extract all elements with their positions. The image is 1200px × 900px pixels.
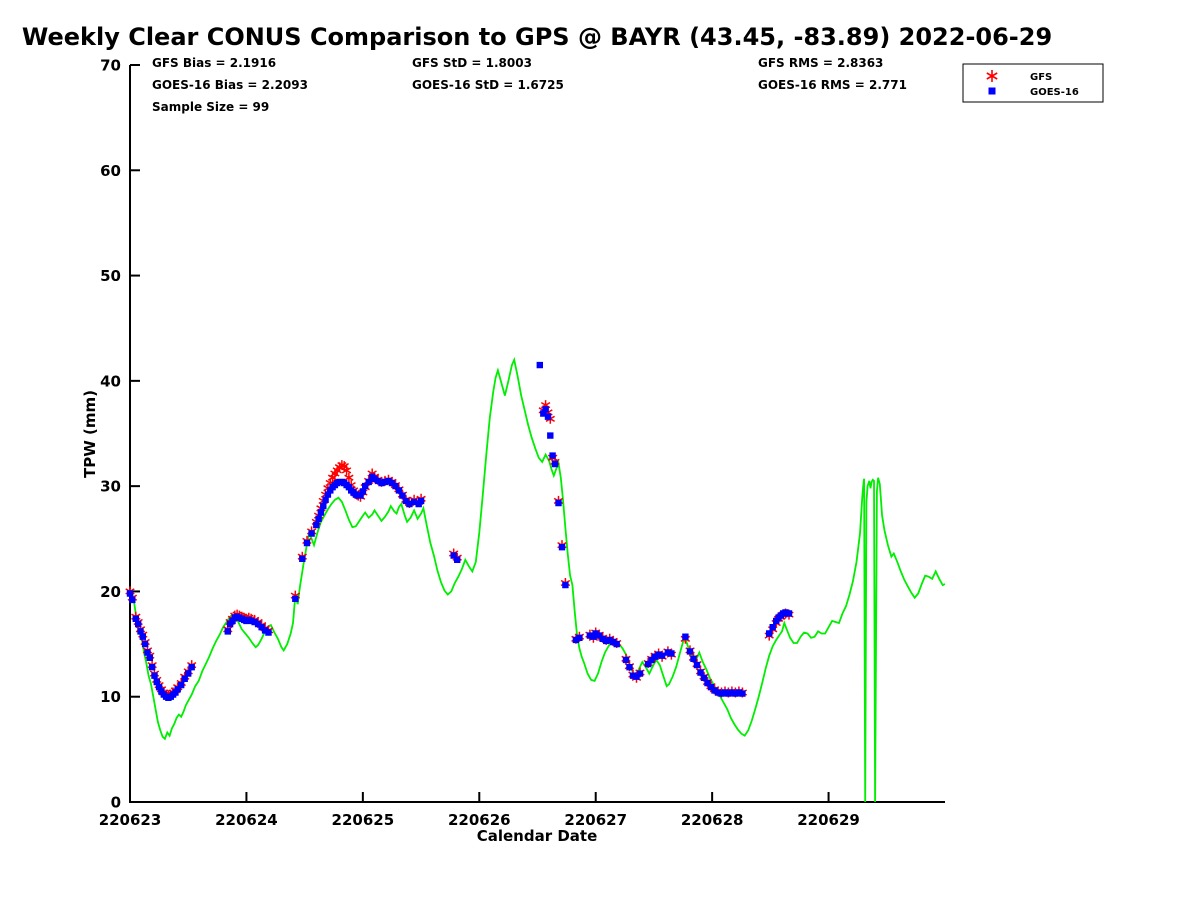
y-tick-label: 0 [111,794,121,812]
y-tick-label: 40 [100,372,121,390]
stat-goes-std: GOES-16 StD = 1.6725 [412,78,564,92]
stat-gfs-rms: GFS RMS = 2.8363 [758,56,883,70]
legend-box [962,63,1104,103]
y-tick-label: 50 [100,267,121,285]
stat-goes-bias: GOES-16 Bias = 2.2093 [152,78,308,92]
stat-gfs-bias: GFS Bias = 2.1916 [152,56,276,70]
x-tick-label: 220629 [797,811,860,829]
legend-gfs-label: GFS [1030,72,1052,83]
x-tick-label: 220628 [681,811,744,829]
y-tick-label: 10 [100,688,121,706]
x-tick-label: 220623 [99,811,162,829]
goes-square-markers [126,361,793,701]
legend-goes-label: GOES-16 [1030,87,1079,98]
stat-goes-rms: GOES-16 RMS = 2.771 [758,78,907,92]
y-tick-label: 70 [100,57,121,75]
x-tick-label: 220624 [215,811,278,829]
x-axis-label: Calendar Date [477,827,598,845]
legend: GFS GOES-16 [962,63,1104,103]
plot-area: 0 10 20 30 40 50 60 70 220623 220624 220625 220626 2… [99,57,946,829]
legend-gfs-asterisk-icon [986,70,998,82]
legend-goes-square-icon [988,87,996,95]
y-tick-label: 30 [100,478,121,496]
y-axis-label: TPW (mm) [81,390,99,478]
stat-sample-size: Sample Size = 99 [152,100,269,114]
x-tick-label: 220626 [448,811,511,829]
axes [129,65,945,803]
x-tick-label: 220627 [564,811,627,829]
chart-title: Weekly Clear CONUS Comparison to GPS @ B… [22,23,1052,51]
stat-gfs-std: GFS StD = 1.8003 [412,56,532,70]
gps-line [129,356,946,803]
x-tick-label: 220625 [332,811,395,829]
y-tick-label: 60 [100,162,121,180]
y-tick-label: 20 [100,583,121,601]
